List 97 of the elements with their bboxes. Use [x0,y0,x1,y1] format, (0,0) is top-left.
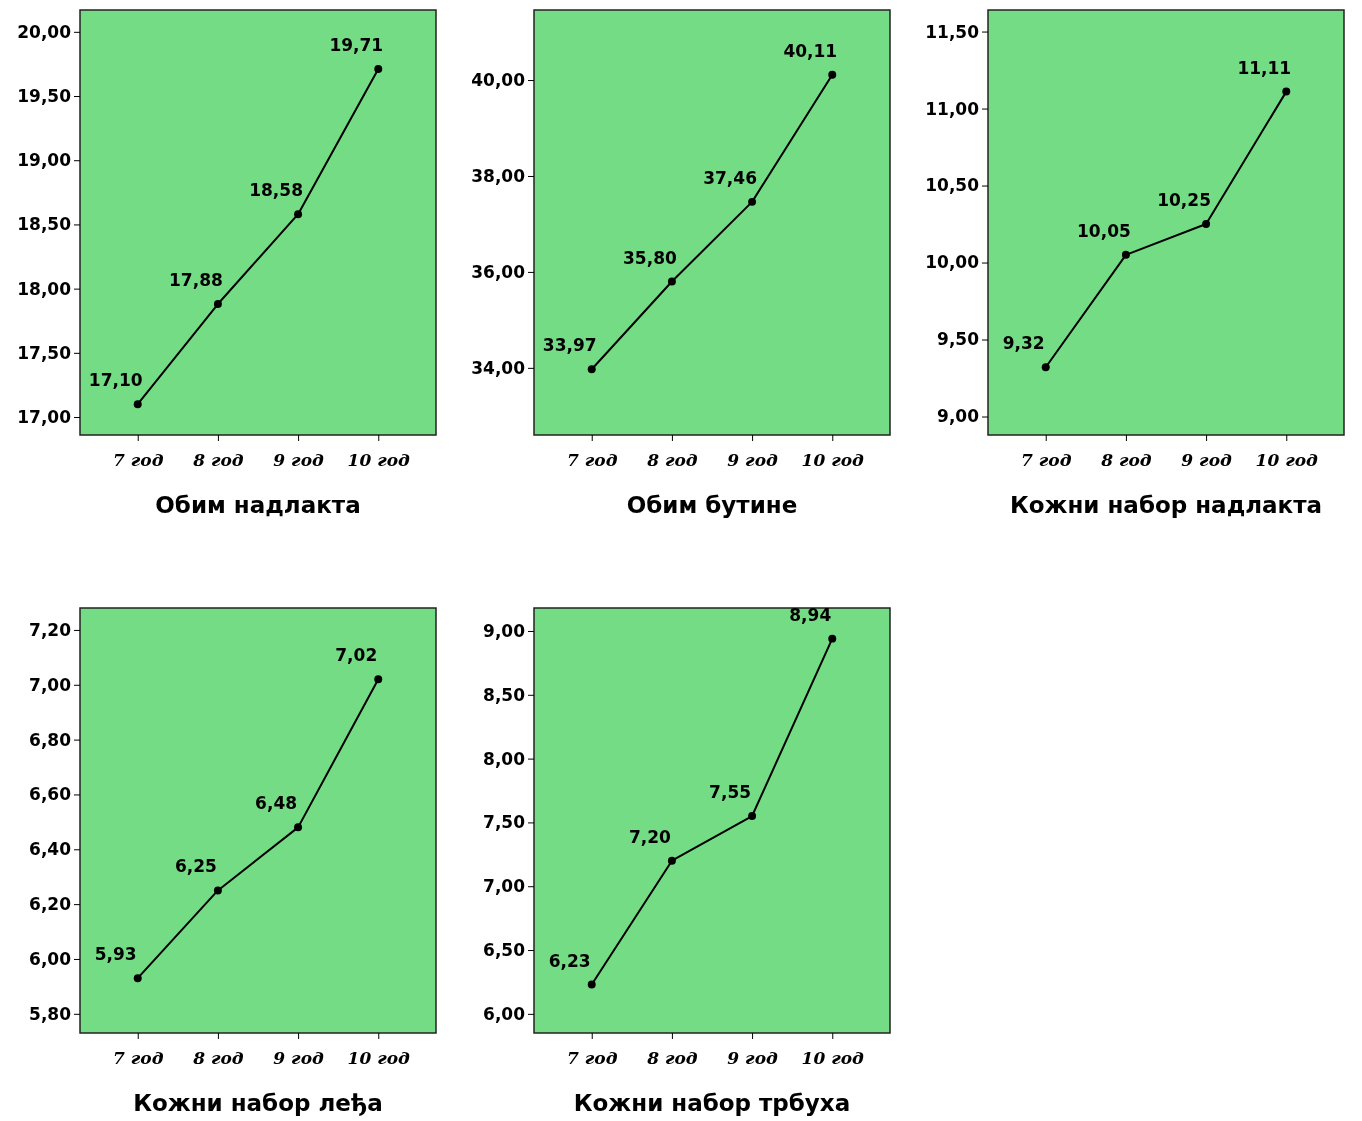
point [587,980,596,989]
point [667,856,676,865]
x-tick-label: 10 год [801,450,865,471]
y-tick-label: 9,00 [483,620,526,641]
data-label: 10,05 [1077,220,1131,241]
point [1282,87,1291,96]
point [1202,220,1211,229]
data-label: 19,71 [329,35,384,56]
data-label: 6,23 [548,950,591,971]
x-tick-label: 9 год [273,450,324,471]
point [1121,250,1130,259]
x-tick-label: 10 год [347,1048,411,1069]
y-tick-label: 10,50 [925,175,980,196]
data-label: 6,25 [174,856,217,877]
point [133,400,142,409]
y-tick-label: 6,40 [29,839,72,860]
point [748,197,757,206]
text: Кожни набор надлакта [1009,492,1323,518]
y-tick-label: 5,80 [29,1003,72,1024]
point [748,812,757,821]
x-tick-label: 7 год [1021,450,1072,471]
y-tick-label: 17,50 [17,342,72,363]
text: Обим бутине [626,492,798,518]
data-label: 18,58 [249,180,303,201]
y-tick-label: 7,00 [483,876,526,897]
y-tick-label: 9,00 [937,406,980,427]
y-tick-label: 36,00 [471,261,526,282]
point [213,300,222,309]
y-tick-label: 6,00 [483,1003,526,1024]
x-tick-label: 8 год [192,450,244,471]
text: Обим надлакта [155,492,361,518]
y-tick-label: 19,50 [17,85,72,106]
y-tick-label: 34,00 [471,357,526,378]
y-tick-label: 8,00 [483,748,526,769]
x-tick-label: 10 год [347,450,411,471]
data-label: 9,32 [1002,333,1045,354]
point [667,277,676,286]
x-tick-label: 8 год [646,450,698,471]
point [294,823,303,832]
point [294,210,303,219]
x-tick-label: 7 год [567,450,618,471]
x-tick-label: 8 год [192,1048,244,1069]
y-tick-label: 10,00 [925,252,980,273]
point [374,675,383,684]
y-tick-label: 17,00 [17,406,72,427]
y-tick-label: 6,60 [29,784,72,805]
y-tick-label: 6,80 [29,729,72,750]
x-tick-label: 7 год [113,1048,164,1069]
x-tick-label: 8 год [1100,450,1152,471]
data-label: 10,25 [1157,190,1211,211]
point [587,365,596,374]
data-label: 6,48 [255,793,298,814]
x-tick-label: 8 год [646,1048,698,1069]
data-label: 11,11 [1237,57,1292,78]
data-label: 33,97 [542,335,597,356]
text: Кожни набор трбуха [573,1090,851,1116]
point [374,65,383,74]
data-label: 7,02 [335,645,378,666]
x-tick-label: 7 год [113,450,164,471]
data-label: 17,88 [169,270,223,291]
x-tick-label: 9 год [273,1048,324,1069]
y-tick-label: 9,50 [937,329,980,350]
data-label: 7,55 [709,782,752,803]
point [133,974,142,983]
y-tick-label: 20,00 [17,21,72,42]
y-tick-label: 11,50 [925,21,980,42]
x-tick-label: 9 год [1181,450,1232,471]
y-tick-label: 6,00 [29,948,72,969]
y-tick-label: 11,00 [925,98,980,119]
y-tick-label: 18,50 [17,214,72,235]
data-label: 5,93 [94,944,137,965]
data-label: 17,10 [88,370,143,391]
y-tick-label: 38,00 [471,165,526,186]
data-label: 8,94 [789,604,832,625]
x-tick-label: 10 год [1255,450,1319,471]
data-label: 37,46 [703,167,757,188]
y-tick-label: 6,50 [483,939,526,960]
y-tick-label: 7,20 [29,619,72,640]
x-tick-label: 7 год [567,1048,618,1069]
point [828,634,837,643]
point [1041,363,1050,372]
point [828,70,837,79]
y-tick-label: 7,00 [29,674,72,695]
text: Кожни набор леђа [133,1090,383,1117]
y-tick-label: 18,00 [17,278,72,299]
x-tick-label: 9 год [727,1048,778,1069]
y-tick-label: 6,20 [29,894,72,915]
x-tick-label: 9 год [727,450,778,471]
x-tick-label: 10 год [801,1048,865,1069]
data-label: 7,20 [628,826,672,847]
y-tick-label: 40,00 [471,69,526,90]
y-tick-label: 7,50 [483,812,526,833]
data-label: 40,11 [783,40,838,61]
data-label: 35,80 [623,247,677,268]
y-tick-label: 8,50 [483,684,526,705]
y-tick-label: 19,00 [17,150,72,171]
point [213,886,222,895]
